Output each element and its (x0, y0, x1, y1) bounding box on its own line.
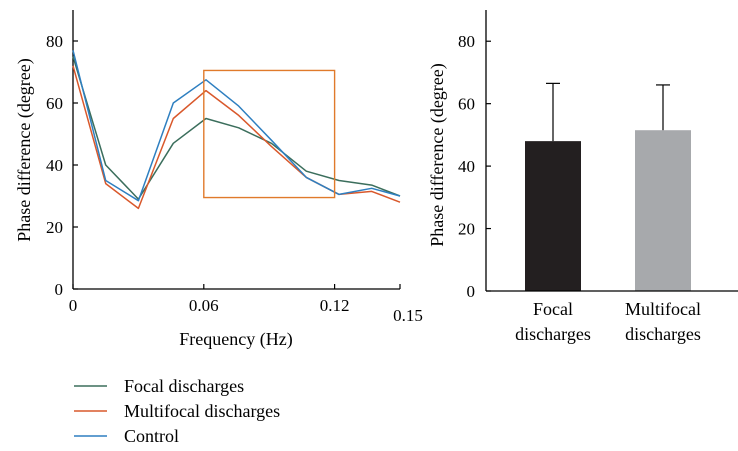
bar-chart-y-tick-label: 80 (458, 32, 475, 51)
legend: Focal discharges Multifocal discharges Con… (74, 376, 280, 446)
highlight-rectangle (203, 69, 336, 199)
line-chart-y-axis-title: Phase difference (degree) (14, 58, 35, 242)
bar-chart-y-axis-title: Phase difference (degree) (427, 63, 448, 247)
line-chart-x-tick-label: 0.06 (189, 296, 219, 315)
bar-chart-category-label: Multifocal (625, 299, 701, 319)
bar-chart-category-label: discharges (625, 324, 701, 344)
series-line (72, 50, 401, 202)
bar-chart-y-tick-label: 60 (458, 95, 475, 114)
line-chart-y-tick-label: 0 (55, 280, 64, 299)
line-chart-x-tick-label: 0.12 (320, 296, 350, 315)
bar-chart-category-labels: Focal discharges Multifocal discharges (515, 299, 701, 344)
legend-label: Multifocal discharges (124, 401, 280, 421)
bar-chart-y-tick-label: 20 (458, 220, 475, 239)
series-line (72, 56, 401, 200)
legend-label: Focal discharges (124, 376, 244, 396)
series-line (72, 65, 401, 210)
line-chart: 0 20 40 60 80 0 0.06 0.12 0.15 Frequency (Hz) P… (14, 10, 423, 350)
line-chart-y-ticks: 0 20 40 60 80 (46, 32, 78, 299)
line-chart-x-tick-label: 0.15 (393, 306, 423, 325)
line-chart-y-tick-label: 80 (46, 32, 63, 51)
bar-chart-y-ticks: 0 20 40 60 80 (458, 32, 491, 301)
line-chart-x-axis-title: Frequency (Hz) (179, 329, 292, 350)
bar (635, 130, 691, 291)
line-chart-x-tick-label: 0 (69, 296, 78, 315)
bar-chart: 0 20 40 60 80 Focal discharges Multifocal disch… (427, 10, 738, 344)
bar-chart-category-label: discharges (515, 324, 591, 344)
line-chart-series (72, 50, 401, 210)
bar (525, 141, 581, 291)
bar-chart-bars (525, 82, 691, 291)
line-chart-y-tick-label: 40 (46, 156, 63, 175)
line-chart-y-tick-label: 60 (46, 94, 63, 113)
line-chart-y-tick-label: 20 (46, 218, 63, 237)
line-chart-x-ticks: 0 0.06 0.12 0.15 (69, 284, 423, 325)
bar-chart-y-tick-label: 0 (467, 282, 476, 301)
bar-chart-y-tick-label: 40 (458, 157, 475, 176)
bar-chart-category-label: Focal (533, 299, 573, 319)
legend-label: Control (124, 426, 179, 446)
